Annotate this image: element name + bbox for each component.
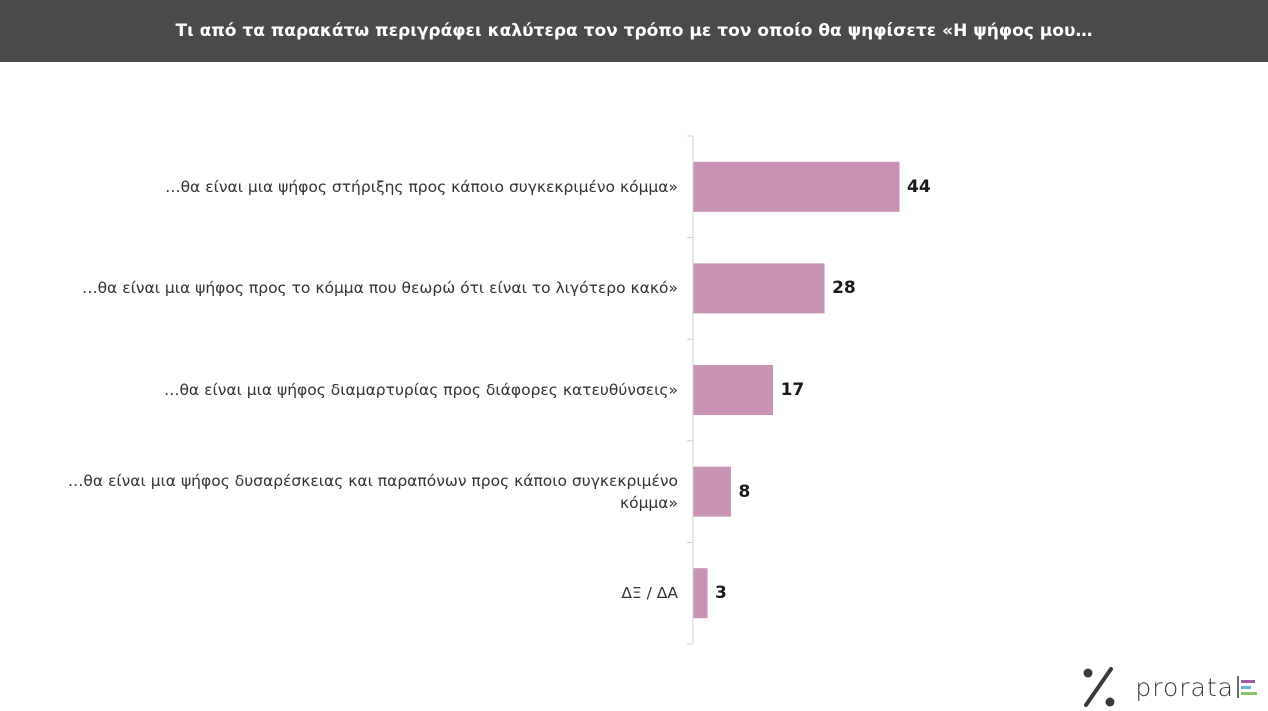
category-label: …θα είναι μια ψήφος στήριξης προς κάποιο… — [18, 157, 678, 217]
category-label-text: …θα είναι μια ψήφος προς το κόμμα που θε… — [82, 279, 678, 298]
bar — [693, 263, 825, 314]
bar — [693, 161, 900, 212]
category-label: …θα είναι μια ψήφος διαμαρτυρίας προς δι… — [18, 360, 678, 420]
bar — [693, 466, 731, 517]
brand-name: prorata — [1135, 672, 1234, 702]
data-label: 17 — [780, 380, 805, 400]
data-label: 28 — [832, 278, 856, 299]
data-label: 3 — [715, 583, 727, 604]
category-label: …θα είναι μια ψήφος δυσαρέσκειας και παρ… — [18, 462, 678, 522]
category-label: …θα είναι μια ψήφος προς το κόμμα που θε… — [18, 258, 678, 318]
header-bar: Τι από τα παρακάτω περιγράφει καλύτερα τ… — [0, 0, 1268, 62]
prorata-logo: prorata — [1081, 663, 1262, 711]
data-label: 8 — [738, 481, 751, 502]
category-label-text: …θα είναι μια ψήφος δυσαρέσκειας και παρ… — [67, 471, 678, 512]
bar — [693, 568, 708, 619]
brand-bars-icon — [1237, 676, 1257, 698]
page-title: Τι από τα παρακάτω περιγράφει καλύτερα τ… — [175, 21, 1093, 41]
data-label: 44 — [907, 176, 931, 197]
category-label: ΔΞ / ΔΑ — [18, 563, 678, 623]
category-label-text: …θα είναι μια ψήφος στήριξης προς κάποιο… — [165, 177, 678, 196]
category-label-text: …θα είναι μια ψήφος διαμαρτυρίας προς δι… — [163, 381, 678, 399]
category-label-text: ΔΞ / ΔΑ — [621, 584, 678, 603]
percent-icon — [1083, 667, 1115, 707]
bar — [693, 365, 774, 415]
